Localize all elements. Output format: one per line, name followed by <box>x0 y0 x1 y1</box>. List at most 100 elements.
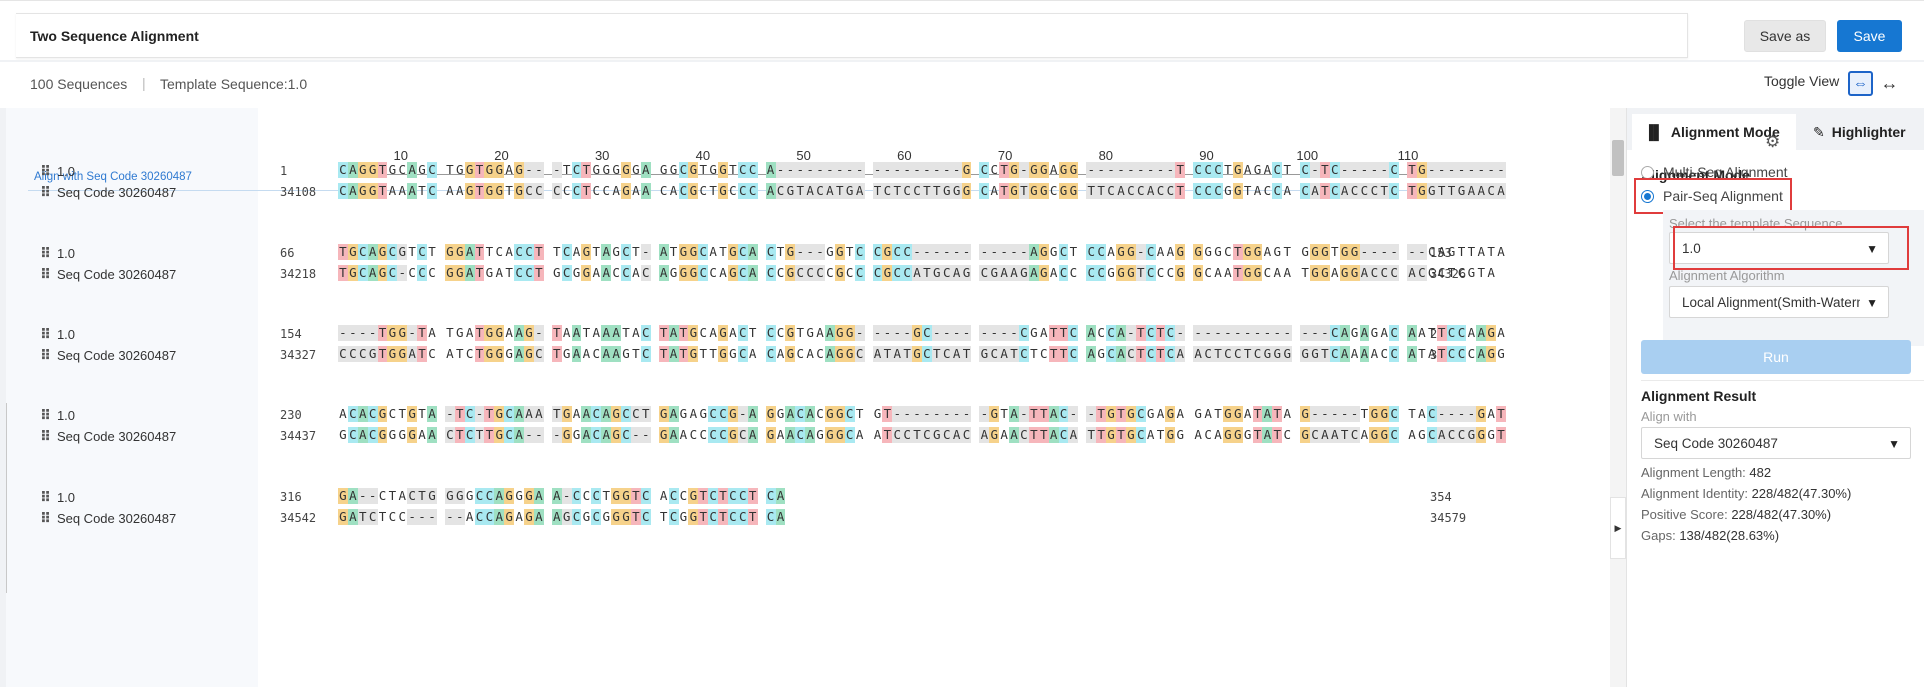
residue: A <box>1049 265 1059 281</box>
sequence-row-label[interactable]: ⠿1.0 <box>40 245 75 262</box>
sequence-row-label[interactable]: ⠿Seq Code 30260487 <box>40 347 176 364</box>
residue: C <box>591 406 601 422</box>
residue: A <box>1330 265 1340 281</box>
residue: - <box>358 488 368 504</box>
residue: A <box>1340 346 1350 362</box>
drag-handle-icon[interactable]: ⠿ <box>40 510 49 527</box>
drag-handle-icon[interactable]: ⠿ <box>40 347 49 364</box>
residue: C <box>1096 244 1106 260</box>
residue: C <box>572 183 582 199</box>
sequence-row-label[interactable]: ⠿1.0 <box>40 163 75 180</box>
residue: T <box>1096 427 1106 443</box>
residue: C <box>1059 406 1069 422</box>
drag-handle-icon[interactable]: ⠿ <box>40 407 49 424</box>
save-button[interactable]: Save <box>1837 20 1902 52</box>
save-as-button[interactable]: Save as <box>1744 20 1826 52</box>
residue-group: A-CCCTGGTC <box>552 488 651 504</box>
residue: - <box>942 162 952 178</box>
residue: C <box>562 183 572 199</box>
residue: C <box>417 265 427 281</box>
sequence-row-label[interactable]: ⠿Seq Code 30260487 <box>40 510 176 527</box>
sequence-row-label[interactable]: ⠿Seq Code 30260487 <box>40 266 176 283</box>
residue: - <box>455 509 465 525</box>
drag-handle-icon[interactable]: ⠿ <box>40 184 49 201</box>
residue: C <box>942 427 952 443</box>
residue: G <box>378 427 388 443</box>
residue: C <box>855 346 865 362</box>
residue: T <box>718 488 728 504</box>
residue: G <box>882 244 892 260</box>
residue: C <box>902 427 912 443</box>
expand-view-icon[interactable]: ↔ <box>1877 71 1902 96</box>
residue: C <box>698 244 708 260</box>
residue: T <box>728 162 738 178</box>
residue: G <box>1272 244 1282 260</box>
residue: A <box>631 265 641 281</box>
vertical-scrollbar[interactable] <box>1610 108 1626 687</box>
sequence-row-label[interactable]: ⠿1.0 <box>40 489 75 506</box>
residue: - <box>1417 244 1427 260</box>
drag-handle-icon[interactable]: ⠿ <box>40 163 49 180</box>
residue: T <box>484 244 494 260</box>
residue: - <box>368 488 378 504</box>
residue: A <box>465 325 475 341</box>
sequence-row-label[interactable]: ⠿1.0 <box>40 407 75 424</box>
residue: T <box>455 406 465 422</box>
algorithm-select[interactable]: Local Alignment(Smith-Waterman) ▼ <box>1669 286 1889 318</box>
residue: G <box>989 406 999 422</box>
residue: T <box>1156 427 1166 443</box>
residue: C <box>1330 346 1340 362</box>
residue: C <box>669 509 679 525</box>
residue: G <box>1106 427 1116 443</box>
residue: C <box>387 265 397 281</box>
residue: G <box>989 265 999 281</box>
residue: T <box>1039 406 1049 422</box>
end-position: 354 <box>1430 490 1452 504</box>
tab-highlighter[interactable]: ✎ Highlighter <box>1813 114 1906 150</box>
residue: G <box>688 162 698 178</box>
residue-group: ---------- <box>1193 325 1292 341</box>
residue-group: TTCACCACCT <box>1086 183 1185 199</box>
residue: G <box>659 406 669 422</box>
scrollbar-thumb[interactable] <box>1612 140 1624 176</box>
residue-group: -TCTGGGGGA <box>552 162 651 178</box>
residue: C <box>1136 183 1146 199</box>
align-with-select[interactable]: Seq Code 30260487 ▼ <box>1641 427 1911 459</box>
residue: G <box>766 427 776 443</box>
chevron-right-icon[interactable]: ▶ <box>1610 497 1626 559</box>
residue: C <box>1068 325 1078 341</box>
residue: C <box>1193 183 1203 199</box>
drag-handle-icon[interactable]: ⠿ <box>40 266 49 283</box>
residue: C <box>641 325 651 341</box>
drag-handle-icon[interactable]: ⠿ <box>40 245 49 262</box>
gear-icon[interactable]: ⚙ <box>1765 132 1780 152</box>
residue: C <box>1389 406 1399 422</box>
residue: G <box>348 265 358 281</box>
drag-handle-icon[interactable]: ⠿ <box>40 428 49 445</box>
residue-group: GCAATGGCAA <box>1193 265 1292 281</box>
sequence-row-label[interactable]: ⠿Seq Code 30260487 <box>40 428 176 445</box>
run-button[interactable]: Run <box>1641 340 1911 374</box>
residue: G <box>845 183 855 199</box>
residue: A <box>494 509 504 525</box>
residue: G <box>1068 183 1078 199</box>
residue-group: ----GC---- <box>873 325 972 341</box>
residue: A <box>1340 325 1350 341</box>
drag-handle-icon[interactable]: ⠿ <box>40 489 49 506</box>
radio-icon[interactable] <box>1641 166 1654 179</box>
residue: C <box>572 488 582 504</box>
residue: C <box>484 509 494 525</box>
drag-handle-icon[interactable]: ⠿ <box>40 326 49 343</box>
residue: G <box>873 406 883 422</box>
fit-view-icon[interactable]: ⇔ <box>1848 71 1873 96</box>
residue: C <box>922 346 932 362</box>
residue: T <box>1340 427 1350 443</box>
sequence-row-label[interactable]: ⠿1.0 <box>40 326 75 343</box>
residue: G <box>1165 427 1175 443</box>
residue: C <box>1350 183 1360 199</box>
residue-group: AGCACCGGGT <box>1407 427 1506 443</box>
residue: C <box>708 488 718 504</box>
residue: C <box>1156 265 1166 281</box>
sequence-row-label[interactable]: ⠿Seq Code 30260487 <box>40 184 176 201</box>
residue: G <box>1223 183 1233 199</box>
